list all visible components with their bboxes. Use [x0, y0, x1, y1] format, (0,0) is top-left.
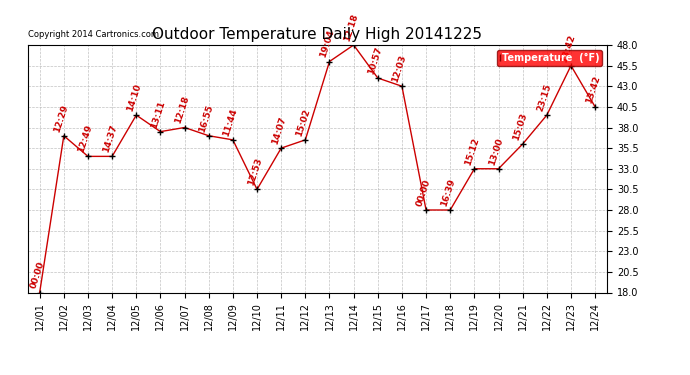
Text: 16:55: 16:55: [197, 103, 215, 133]
Legend: Temperature  (°F): Temperature (°F): [497, 50, 602, 66]
Text: 14:07: 14:07: [270, 116, 288, 146]
Text: 12:03: 12:03: [391, 54, 408, 84]
Text: 12:53: 12:53: [246, 157, 264, 187]
Text: 13:42: 13:42: [560, 33, 578, 63]
Title: Outdoor Temperature Daily High 20141225: Outdoor Temperature Daily High 20141225: [152, 27, 482, 42]
Text: 12:49: 12:49: [77, 124, 95, 154]
Text: 00:00: 00:00: [415, 178, 433, 207]
Text: 14:37: 14:37: [101, 124, 119, 154]
Text: 15:02: 15:02: [294, 108, 312, 137]
Text: 12:29: 12:29: [52, 103, 70, 133]
Text: 23:15: 23:15: [535, 82, 553, 112]
Text: 00:00: 00:00: [28, 261, 46, 290]
Text: 12:18: 12:18: [173, 95, 191, 125]
Text: 12:18: 12:18: [342, 12, 360, 42]
Text: 13:11: 13:11: [149, 99, 167, 129]
Text: 13:00: 13:00: [487, 136, 505, 166]
Text: 10:57: 10:57: [366, 45, 384, 75]
Text: 15:12: 15:12: [463, 136, 481, 166]
Text: Copyright 2014 Cartronics.com: Copyright 2014 Cartronics.com: [28, 30, 159, 39]
Text: 19:04: 19:04: [318, 29, 336, 59]
Text: 13:42: 13:42: [584, 74, 602, 104]
Text: 11:44: 11:44: [221, 107, 239, 137]
Text: 16:39: 16:39: [439, 177, 457, 207]
Text: 14:10: 14:10: [125, 82, 143, 112]
Text: 15:03: 15:03: [511, 112, 529, 141]
